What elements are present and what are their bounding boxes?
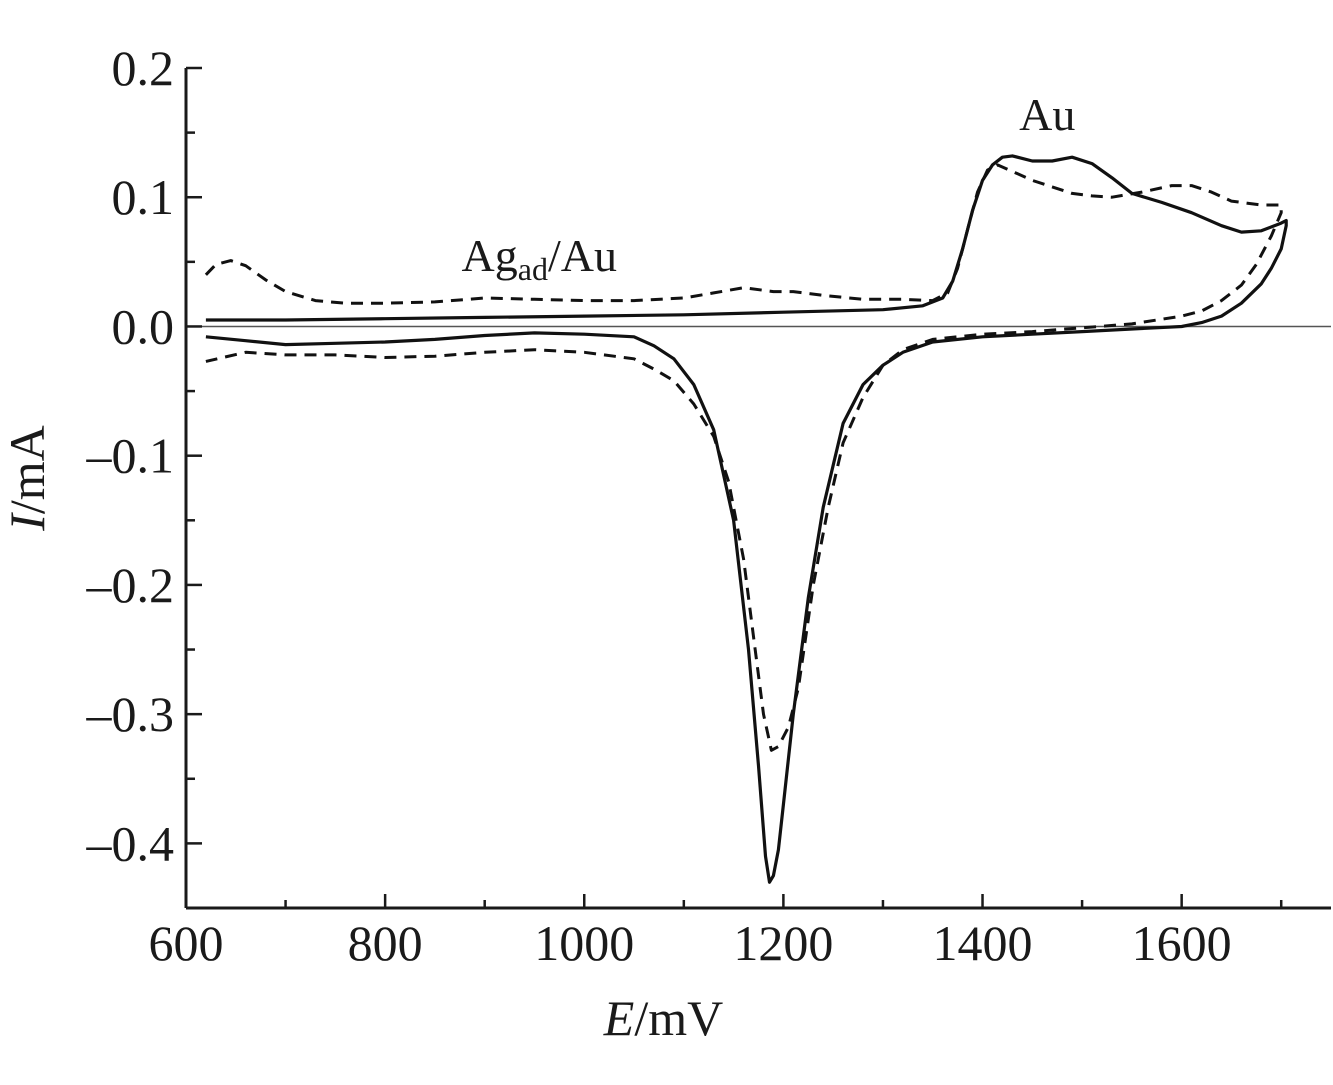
y-tick-label-6: –0.4 [86,815,175,871]
y-tick-label-4: –0.2 [86,557,175,613]
annotation-agad-subscript: ad [518,251,548,287]
annotation-agad-suffix: /Au [548,230,617,281]
y-tick-label-2: 0.0 [112,298,175,354]
y-axis-unit: /mA [0,425,55,514]
x-tick-label-1200: 1200 [733,915,833,971]
series-solid-line [205,154,1288,884]
x-tick-label-1600: 1600 [1132,915,1232,971]
labels-layer: 600 800 1000 1200 1400 1600 0.2 0.1 0.0 –0.1 –0.2 –… [86,40,1232,971]
annotation-agad-main: Ag [462,230,518,281]
annotation-au: Au [1019,89,1075,140]
y-tick-label-3: –0.1 [86,428,175,484]
x-tick-label-800: 800 [348,915,423,971]
annotation-au-text: Au [1019,89,1075,140]
x-axis-unit: /mV [634,990,723,1046]
x-axis-title: E/mV [603,990,723,1046]
x-tick-label-1000: 1000 [534,915,634,971]
x-axis-variable: E [603,990,635,1046]
y-axis-variable: I [0,512,55,532]
ticks-layer [184,66,1283,908]
x-tick-label-1400: 1400 [933,915,1033,971]
annotation-agad-au: Agad/Au [462,230,617,287]
series-dashed-line [204,163,1283,752]
y-axis-title: I/mA [0,425,55,532]
x-tick-label-600: 600 [149,915,224,971]
series-layer [204,154,1288,884]
y-tick-label-0: 0.2 [112,40,175,96]
y-tick-label-1: 0.1 [112,169,175,225]
y-tick-label-5: –0.3 [86,686,175,742]
